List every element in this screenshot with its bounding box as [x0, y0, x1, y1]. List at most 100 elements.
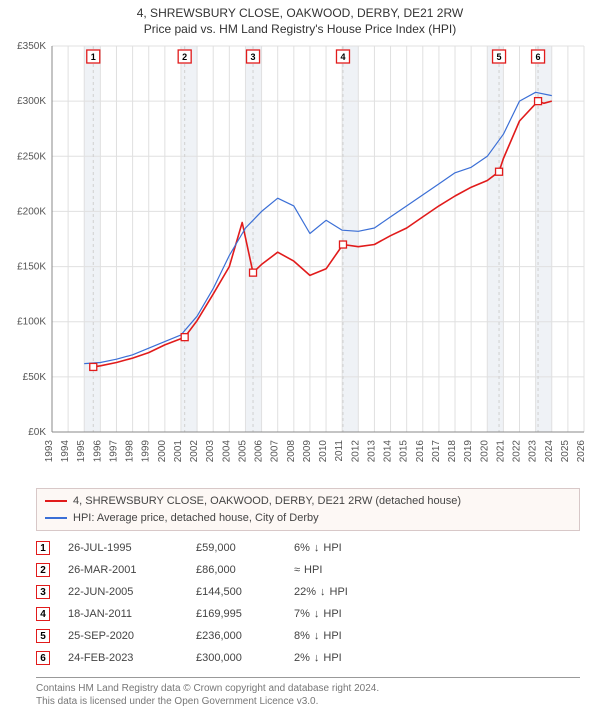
table-row: 1 26-JUL-1995 £59,000 6%↓HPI [36, 537, 580, 559]
x-tick-label: 2019 [463, 440, 474, 463]
y-tick-label: £0K [28, 427, 46, 438]
x-tick-label: 2016 [415, 440, 426, 463]
row-diff: 6%↓HPI [294, 542, 342, 554]
year-band [181, 46, 197, 432]
year-band [84, 46, 100, 432]
row-date: 18-JAN-2011 [68, 608, 178, 620]
legend-label: HPI: Average price, detached house, City… [73, 510, 319, 527]
diff-pct: 22% [294, 586, 316, 598]
row-marker: 3 [36, 585, 50, 599]
marker-flag-number: 2 [182, 52, 187, 62]
table-row: 6 24-FEB-2023 £300,000 2% ↓HPI [36, 647, 580, 669]
marker-flag-number: 4 [340, 52, 345, 62]
x-tick-label: 2008 [286, 440, 297, 463]
x-tick-label: 1998 [125, 440, 136, 463]
diff-pct: 8% [294, 630, 310, 642]
x-tick-label: 2011 [334, 440, 345, 462]
sale-point [90, 363, 97, 370]
row-diff: 8% ↓HPI [294, 630, 342, 642]
table-row: 226-MAR-2001£86,000≈HPI [36, 559, 580, 581]
diff-suffix: HPI [323, 542, 341, 554]
row-price: £86,000 [196, 564, 276, 576]
marker-flag-number: 6 [536, 52, 541, 62]
x-tick-label: 2020 [479, 440, 490, 463]
diff-suffix: HPI [323, 652, 341, 664]
sale-point [535, 98, 542, 105]
legend-swatch [45, 500, 67, 502]
line-chart: £0K£50K£100K£150K£200K£250K£300K£350K199… [0, 40, 600, 480]
x-tick-label: 1994 [60, 440, 71, 463]
transaction-table: 126-JUL-1995£59,0006%↓HPI226-MAR-2001£86… [36, 537, 580, 669]
row-price: £59,000 [196, 542, 276, 554]
row-diff: 2% ↓HPI [294, 652, 342, 664]
year-band [487, 46, 503, 432]
chart-area: £0K£50K£100K£150K£200K£250K£300K£350K199… [0, 40, 600, 480]
x-tick-label: 1993 [44, 440, 55, 463]
legend-row: 4, SHREWSBURY CLOSE, OAKWOOD, DERBY, DE2… [45, 493, 571, 510]
x-tick-label: 2007 [270, 440, 281, 463]
x-tick-label: 2006 [254, 440, 265, 463]
footer-line: This data is licensed under the Open Gov… [36, 695, 580, 708]
series-property [93, 101, 552, 367]
footer-attribution: Contains HM Land Registry data © Crown c… [36, 677, 580, 708]
arrow-icon: ↓ [314, 652, 320, 664]
page-title: 4, SHREWSBURY CLOSE, OAKWOOD, DERBY, DE2… [0, 0, 600, 20]
year-band [342, 46, 358, 432]
row-date: 22-JUN-2005 [68, 586, 178, 598]
y-tick-label: £200K [17, 206, 46, 217]
table-row: 525-SEP-2020£236,0008%↓HPI [36, 625, 580, 647]
x-tick-label: 1999 [141, 440, 152, 463]
arrow-icon: ↓ [314, 608, 320, 620]
row-marker: 5 [36, 629, 50, 643]
sale-point [496, 168, 503, 175]
footer-line: Contains HM Land Registry data © Crown c… [36, 682, 580, 695]
y-tick-label: £350K [17, 41, 46, 52]
y-tick-label: £300K [17, 96, 46, 107]
legend-label: 4, SHREWSBURY CLOSE, OAKWOOD, DERBY, DE2… [73, 493, 461, 510]
x-tick-label: 2023 [528, 440, 539, 463]
arrow-icon: ↓ [314, 630, 320, 642]
y-tick-label: £150K [17, 262, 46, 273]
y-tick-label: £100K [17, 317, 46, 328]
x-tick-label: 1997 [108, 440, 119, 463]
x-tick-label: 2000 [157, 440, 168, 463]
x-tick-label: 2021 [495, 440, 506, 463]
arrow-icon: ≈ [294, 564, 300, 576]
row-price: £169,995 [196, 608, 276, 620]
legend-swatch [45, 517, 67, 519]
x-tick-label: 2018 [447, 440, 458, 463]
row-date: 26-MAR-2001 [68, 564, 178, 576]
sale-point [339, 241, 346, 248]
diff-pct: 2% [294, 652, 310, 664]
legend: 4, SHREWSBURY CLOSE, OAKWOOD, DERBY, DE2… [36, 488, 580, 531]
row-marker: 1 [36, 541, 50, 555]
row-price: £300,000 [196, 652, 276, 664]
diff-suffix: HPI [323, 630, 341, 642]
x-tick-label: 2025 [560, 440, 571, 463]
x-tick-label: 2022 [512, 440, 523, 463]
arrow-icon: ↓ [314, 542, 320, 554]
legend-row: HPI: Average price, detached house, City… [45, 510, 571, 527]
row-price: £236,000 [196, 630, 276, 642]
x-tick-label: 2026 [576, 440, 587, 463]
x-tick-label: 2013 [366, 440, 377, 463]
marker-flag-number: 3 [251, 52, 256, 62]
row-marker: 6 [36, 651, 50, 665]
series-hpi [84, 92, 552, 363]
marker-flag-number: 1 [91, 52, 96, 62]
x-tick-label: 2017 [431, 440, 442, 463]
row-date: 26-JUL-1995 [68, 542, 178, 554]
x-tick-label: 2024 [544, 440, 555, 463]
table-row: 322-JUN-2005£144,50022%↓HPI [36, 581, 580, 603]
x-tick-label: 1995 [76, 440, 87, 463]
sale-point [250, 269, 257, 276]
x-tick-label: 2004 [221, 440, 232, 463]
x-tick-label: 2012 [350, 440, 361, 463]
x-tick-label: 2014 [383, 440, 394, 463]
row-date: 24-FEB-2023 [68, 652, 178, 664]
y-tick-label: £50K [23, 372, 47, 383]
x-tick-label: 2003 [205, 440, 216, 463]
x-tick-label: 2002 [189, 440, 200, 463]
diff-suffix: HPI [304, 564, 322, 576]
row-diff: 7%↓HPI [294, 608, 342, 620]
